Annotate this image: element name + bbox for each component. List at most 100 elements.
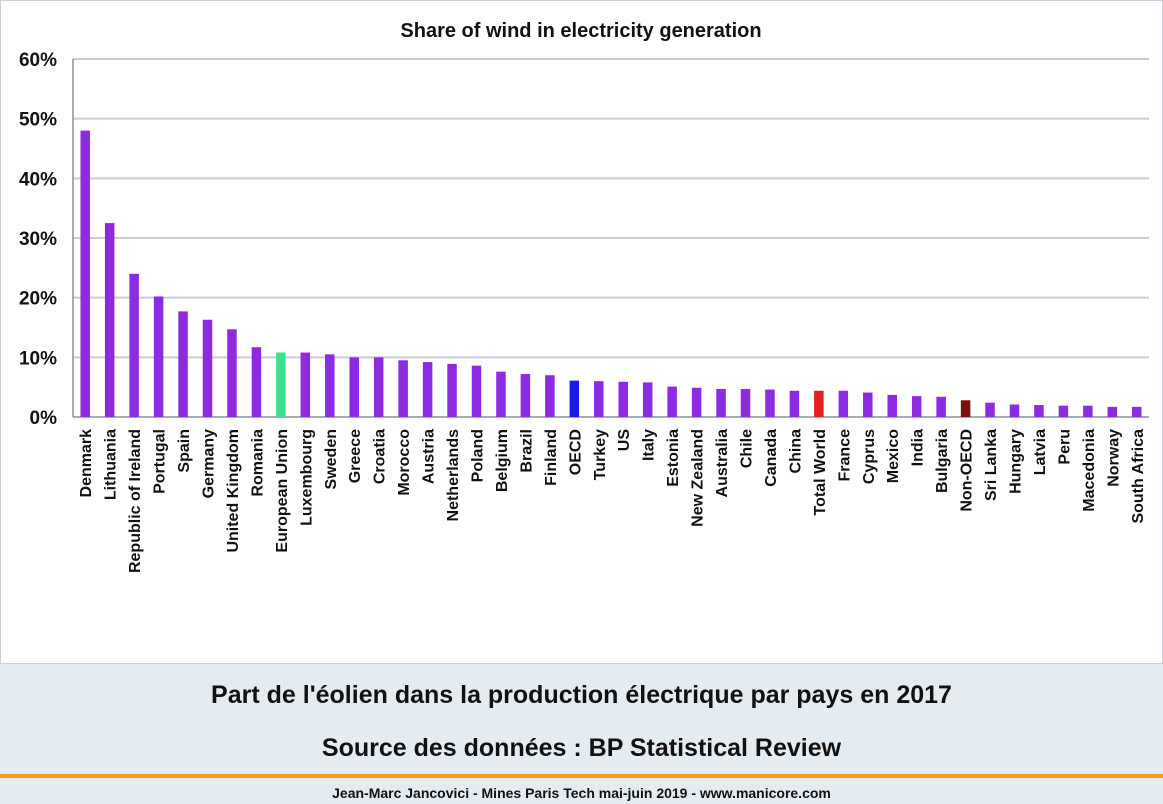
- x-tick-label: Netherlands: [445, 429, 462, 522]
- bar: [373, 357, 384, 417]
- x-tick-label: Cyprus: [861, 429, 878, 484]
- x-tick-label: Peru: [1056, 429, 1073, 465]
- bar: [349, 357, 359, 417]
- bar: [398, 360, 408, 417]
- bar: [789, 390, 800, 417]
- bar: [569, 380, 580, 417]
- x-tick-label: Luxembourg: [298, 429, 315, 526]
- y-tick-label: 30%: [19, 229, 57, 250]
- bar: [618, 381, 628, 417]
- bar: [765, 389, 775, 417]
- y-tick-label: 60%: [19, 50, 57, 71]
- y-tick-label: 50%: [19, 110, 57, 131]
- bar: [276, 352, 286, 417]
- footer-credit: Jean-Marc Jancovici - Mines Paris Tech m…: [332, 785, 831, 801]
- x-tick-label: South Africa: [1130, 429, 1147, 524]
- y-tick-label: 0%: [30, 408, 58, 429]
- bar: [887, 394, 897, 417]
- bar: [422, 362, 433, 417]
- x-tick-label: Australia: [714, 429, 731, 498]
- x-tick-label: Sweden: [323, 429, 340, 489]
- chart-panel: Share of wind in electricity generation …: [0, 0, 1163, 664]
- x-tick-label: Romania: [249, 429, 266, 497]
- y-tick-label: 10%: [19, 348, 57, 369]
- bar: [300, 352, 311, 417]
- bar: [667, 386, 677, 417]
- x-tick-label: Belgium: [494, 429, 511, 492]
- bar: [838, 390, 849, 417]
- bar: [545, 375, 555, 417]
- caption-title: Part de l'éolien dans la production élec…: [211, 681, 952, 709]
- bar: [471, 365, 482, 417]
- x-tick-label: Brazil: [518, 429, 535, 473]
- x-tick-label: Latvia: [1032, 429, 1049, 475]
- x-tick-label: European Union: [274, 429, 291, 553]
- bar: [496, 371, 506, 417]
- bar: [642, 382, 653, 417]
- x-tick-label: OECD: [567, 429, 584, 475]
- bar: [325, 354, 335, 417]
- x-tick-label: Total World: [812, 429, 829, 516]
- bar: [936, 396, 946, 417]
- x-tick-label: Spain: [176, 429, 193, 473]
- chart-title: Share of wind in electricity generation: [400, 20, 761, 42]
- x-tick-label: Denmark: [78, 429, 95, 498]
- bar: [960, 400, 971, 417]
- x-tick-label: Republic of Ireland: [127, 429, 144, 573]
- x-tick-label: United Kingdom: [225, 429, 242, 553]
- bar: [911, 396, 922, 417]
- x-tick-label: Hungary: [1008, 429, 1025, 494]
- x-tick-label: Germany: [201, 429, 218, 498]
- x-tick-label: Bulgaria: [934, 429, 951, 493]
- x-tick-label: Austria: [421, 429, 438, 484]
- bar: [985, 402, 995, 417]
- divider: [0, 774, 1163, 778]
- bar: [153, 296, 164, 417]
- bar: [740, 388, 751, 417]
- x-tick-label: Italy: [641, 429, 658, 461]
- x-tick-label: US: [616, 429, 633, 452]
- caption-source: Source des données : BP Statistical Revi…: [321, 734, 842, 762]
- bar: [178, 311, 188, 417]
- y-tick-label: 40%: [19, 169, 57, 190]
- bar: [1107, 406, 1118, 417]
- y-tick-label: 20%: [19, 289, 57, 310]
- x-tick-label: China: [787, 429, 804, 474]
- x-tick-label: Finland: [543, 429, 560, 486]
- x-tick-label: Morocco: [396, 429, 413, 496]
- x-tick-label: Canada: [763, 429, 780, 487]
- bar: [520, 374, 531, 417]
- x-tick-label: Lithuania: [103, 429, 120, 500]
- bar-chart: Share of wind in electricity generation …: [19, 20, 1149, 573]
- x-tick-label: Greece: [347, 429, 364, 483]
- bar: [129, 273, 139, 417]
- x-tick-label: France: [836, 429, 853, 482]
- x-tick-label: Sri Lanka: [983, 429, 1000, 501]
- bar: [691, 387, 702, 417]
- bar: [716, 388, 726, 417]
- bar: [1009, 404, 1020, 417]
- x-tick-label: Mexico: [885, 429, 902, 483]
- x-tick-label: Portugal: [152, 429, 169, 494]
- bar: [1034, 405, 1044, 417]
- bar: [594, 381, 604, 417]
- x-tick-label: Norway: [1105, 429, 1122, 487]
- bar: [227, 329, 237, 417]
- bar: [104, 223, 115, 417]
- bar: [202, 319, 213, 417]
- bar: [1083, 405, 1093, 417]
- bar: [80, 130, 90, 417]
- x-tick-label: Croatia: [372, 429, 389, 484]
- bar: [1132, 406, 1142, 417]
- x-tick-label: Non-OECD: [959, 429, 976, 512]
- x-tick-label: Macedonia: [1081, 429, 1098, 512]
- x-tick-label: Turkey: [592, 429, 609, 480]
- x-tick-label: Estonia: [665, 429, 682, 487]
- bar: [447, 363, 457, 417]
- x-tick-label: Chile: [739, 429, 756, 468]
- bar: [863, 392, 873, 417]
- x-tick-label: New Zealand: [690, 429, 707, 527]
- x-tick-label: India: [910, 429, 927, 466]
- x-tick-label: Poland: [470, 429, 487, 482]
- bar: [814, 390, 824, 417]
